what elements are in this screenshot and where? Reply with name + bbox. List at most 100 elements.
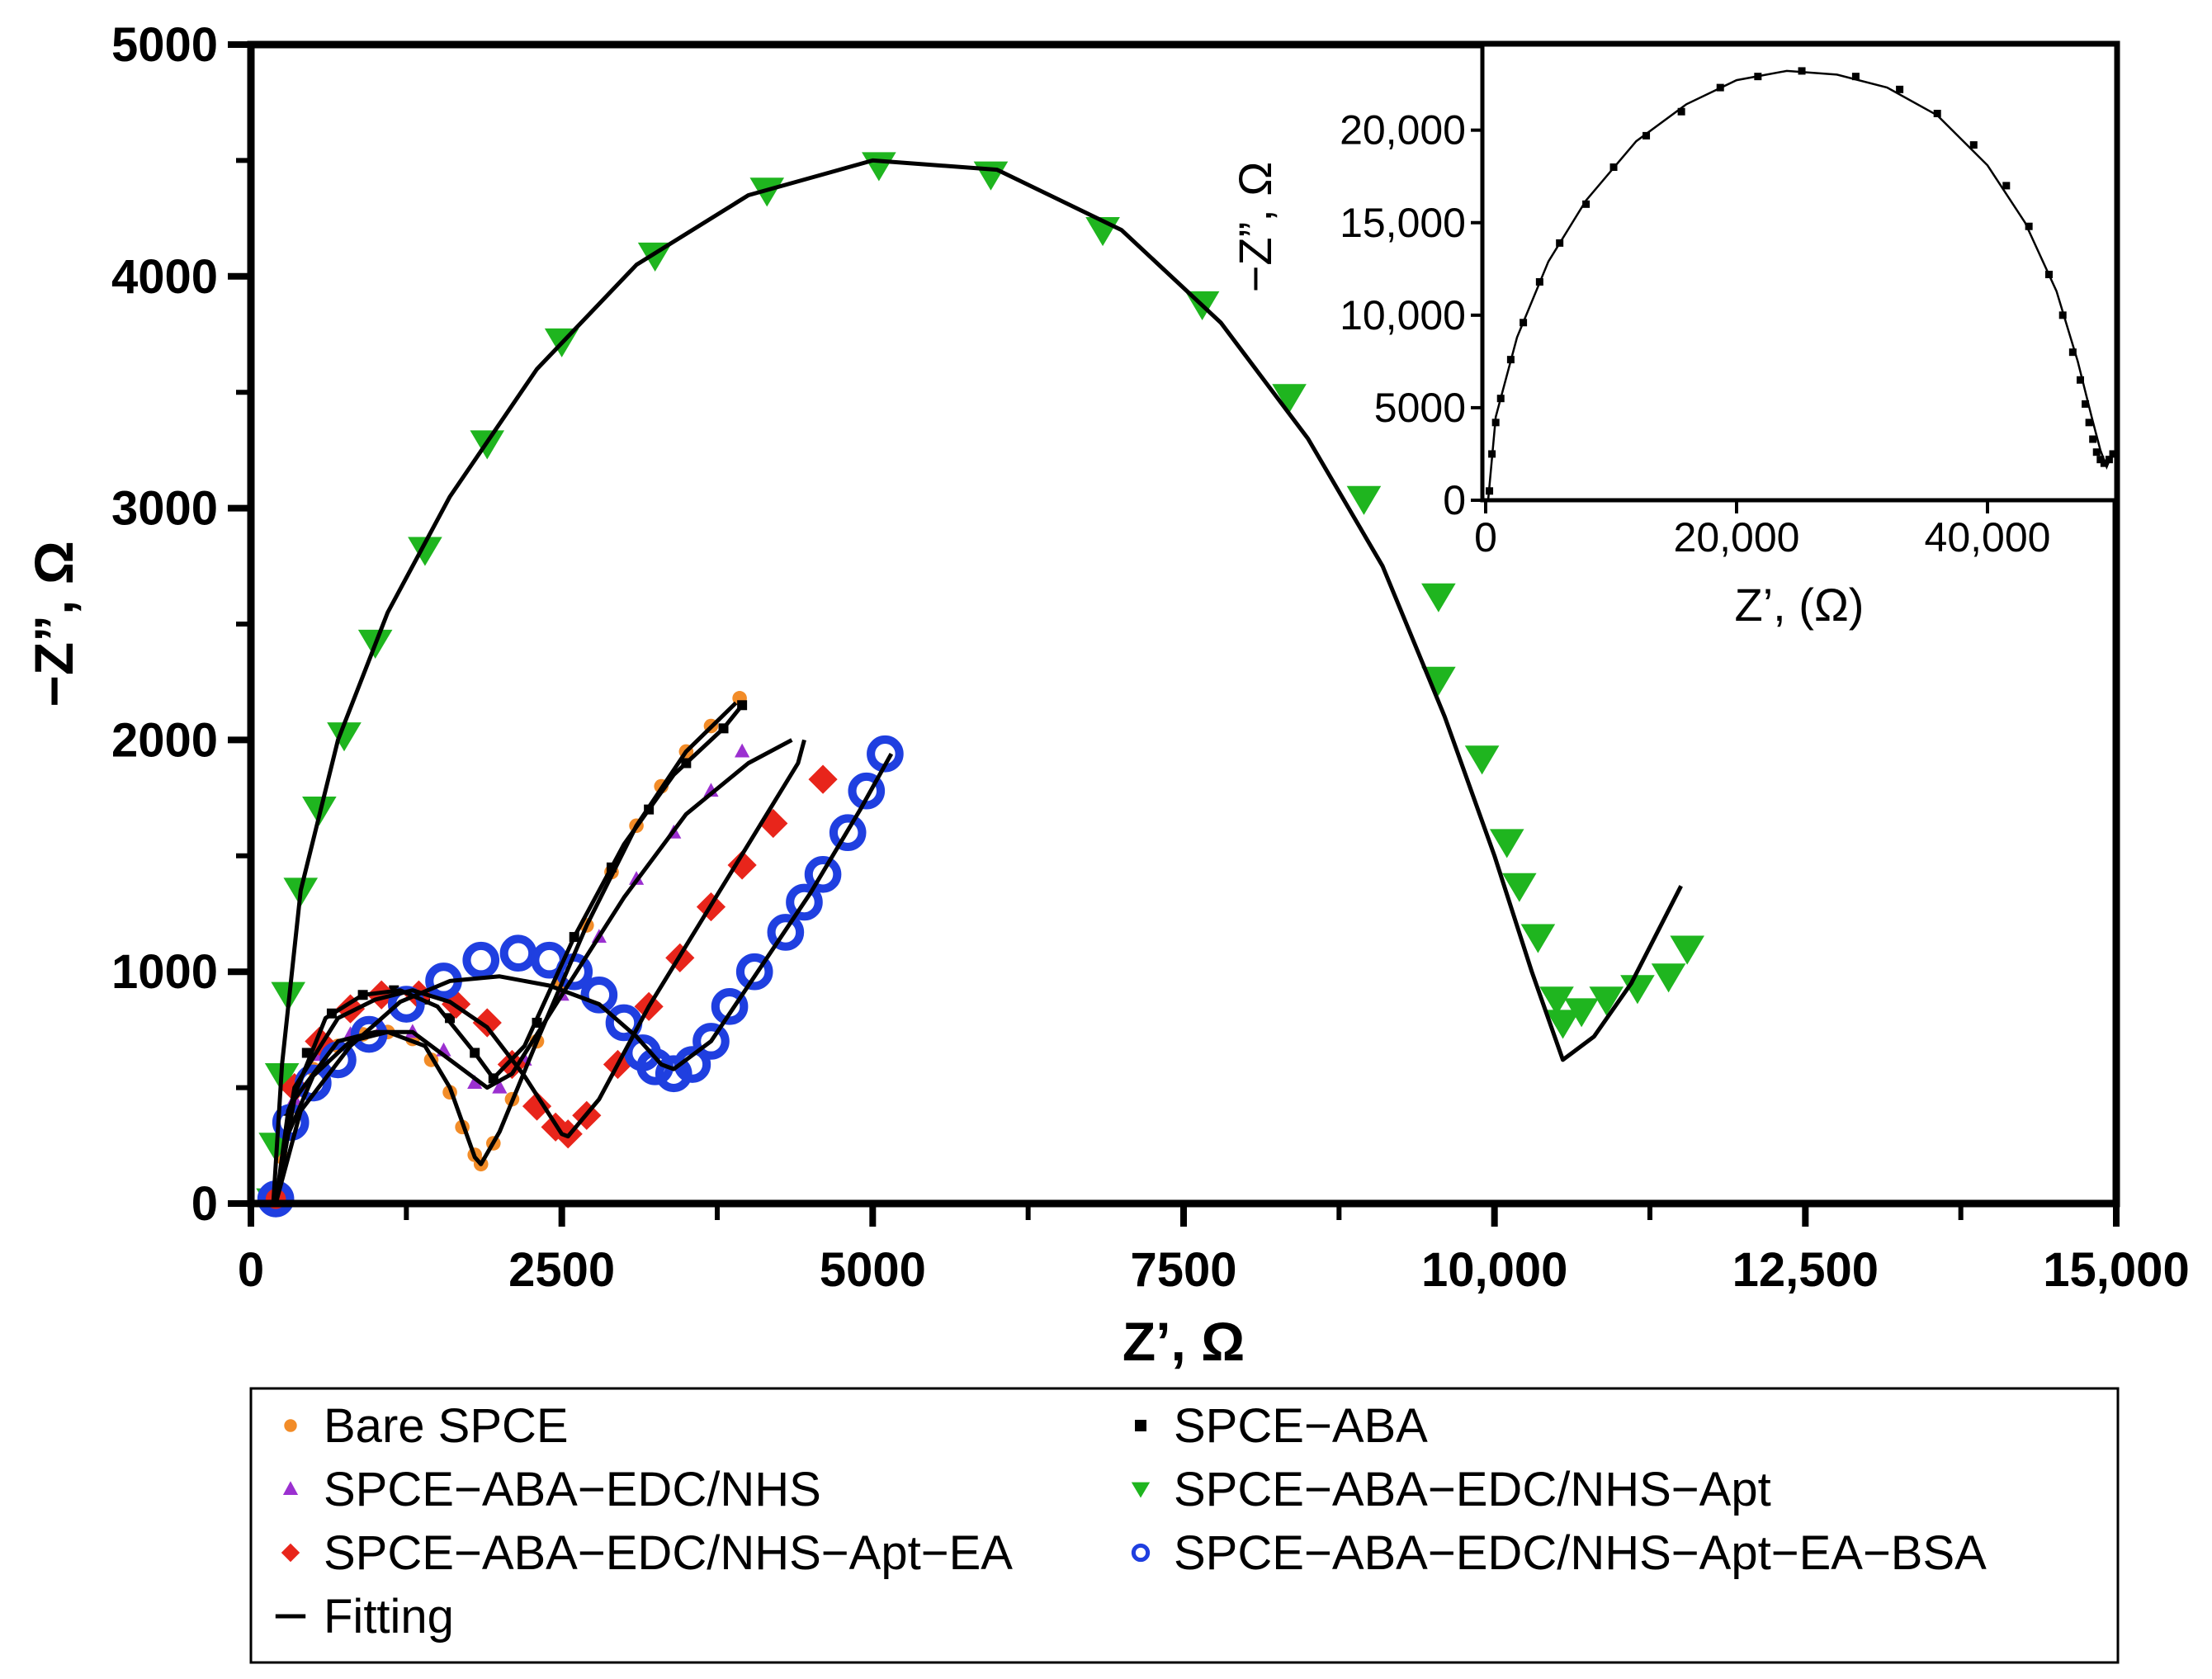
legend-item-spce-aba-edc-nhs-apt: SPCE−ABA−EDC/NHS−Apt (1131, 1463, 1771, 1516)
data-point (735, 953, 773, 991)
main-fit-lines (271, 158, 1683, 1204)
data-point (1272, 384, 1307, 414)
data-point (808, 764, 838, 794)
y-tick-label: 3000 (111, 482, 218, 536)
data-point (727, 850, 757, 880)
data-point (366, 980, 396, 1010)
inset-data-point (2089, 435, 2097, 443)
data-point (1421, 583, 1456, 612)
legend: Bare SPCE SPCE−ABA SPCE−ABA−EDC/NHS SPCE−AB… (249, 1387, 2120, 1664)
series-spce-aba-edc-nhs-apt-ea-bsa (257, 735, 904, 1218)
x-tick-label: 7500 (1130, 1243, 1236, 1297)
legend-marker (1131, 1482, 1151, 1498)
inset-data-point (2109, 450, 2117, 458)
data-point (467, 1075, 483, 1089)
inset-data-point (2025, 222, 2033, 230)
legend-entries: Bare SPCE SPCE−ABA SPCE−ABA−EDC/NHS SPCE−AB… (275, 1399, 1987, 1644)
data-point (1589, 986, 1624, 1016)
data-point (1651, 963, 1686, 993)
y-tick-label: 4000 (111, 250, 218, 304)
legend-label: SPCE−ABA−EDC/NHS−Apt−EA (324, 1526, 1013, 1580)
legend-label: SPCE−ABA−EDC/NHS (324, 1463, 821, 1516)
fit-line-spce-aba-edc-nhs (273, 738, 793, 1204)
inset-data-point (2068, 348, 2077, 357)
inset-y-tick-label: 5000 (1374, 385, 1466, 431)
inset-data-point (1642, 131, 1651, 140)
inset-data-point (1506, 356, 1515, 364)
inset-data-point (1486, 487, 1494, 495)
data-point (1421, 666, 1456, 696)
legend-item-spce-aba-edc-nhs-apt-ea-bsa: SPCE−ABA−EDC/NHS−Apt−EA−BSA (1131, 1526, 1987, 1580)
data-point (580, 976, 618, 1014)
data-point (492, 1079, 508, 1094)
legend-item-spce-aba-edc-nhs-apt-ea: SPCE−ABA−EDC/NHS−Apt−EA (281, 1526, 1013, 1580)
data-point (749, 177, 785, 207)
data-point (804, 855, 842, 893)
data-point (767, 914, 805, 951)
legend-marker (1135, 1420, 1146, 1431)
inset-data-point (1556, 239, 1564, 247)
fit-line-spce-aba (273, 703, 744, 1204)
data-point (848, 772, 886, 810)
main-x-axis-label: Z’, Ω (1123, 1311, 1245, 1372)
legend-item-spce-aba-edc-nhs: SPCE−ABA−EDC/NHS (282, 1463, 821, 1516)
data-point (462, 941, 500, 979)
data-point (1670, 935, 1704, 965)
inset-content (1486, 67, 2117, 501)
y-tick-label: 2000 (111, 713, 218, 767)
legend-marker (282, 1481, 299, 1495)
data-point (862, 152, 896, 182)
inset-data-point (2082, 400, 2090, 408)
x-tick-label: 0 (238, 1243, 264, 1297)
x-tick-label: 10,000 (1421, 1243, 1567, 1297)
data-point (522, 1091, 552, 1121)
inset-data-point (2096, 456, 2105, 464)
inset-data-point (2076, 376, 2084, 384)
data-point (1346, 485, 1382, 515)
data-point (472, 1008, 502, 1038)
inset-y-tick-label: 20,000 (1340, 107, 1466, 154)
fit-line-bare-spce (273, 701, 738, 1204)
inset-data-point (1582, 200, 1590, 208)
inset-data-point (1933, 109, 1941, 117)
inset-data-point (1677, 107, 1685, 116)
main-x-ticks: 0 2500 5000 7500 10,000 12,500 15,000 (238, 1204, 2190, 1297)
inset-data-point (1491, 419, 1500, 427)
data-point (735, 743, 750, 758)
legend-item-bare-spce: Bare SPCE (284, 1399, 569, 1453)
legend-label: SPCE−ABA−EDC/NHS−Apt (1174, 1463, 1771, 1516)
data-point (711, 987, 749, 1025)
inset-data-point (1851, 73, 1860, 81)
legend-label: Bare SPCE (324, 1399, 569, 1453)
data-point (499, 934, 537, 972)
inset-y-ticks: 0 5000 10,000 15,000 20,000 (1340, 107, 1482, 523)
x-tick-label: 12,500 (1732, 1243, 1879, 1297)
legend-marker (281, 1543, 300, 1563)
inset-data-point (2105, 456, 2113, 464)
inset-series-points (1486, 67, 2117, 495)
inset-fit-line (1486, 69, 2115, 501)
legend-label: SPCE−ABA−EDC/NHS−Apt−EA−BSA (1174, 1526, 1987, 1580)
inset-y-tick-label: 10,000 (1340, 292, 1466, 338)
inset-data-point (1798, 67, 1806, 75)
y-tick-label: 5000 (111, 18, 218, 72)
data-point (1564, 998, 1599, 1028)
inset-data-point (2044, 271, 2053, 279)
data-point (1620, 975, 1655, 1005)
data-point (829, 814, 867, 852)
inset-data-point (1496, 395, 1505, 403)
data-point (973, 161, 1009, 191)
inset-y-tick-label: 0 (1443, 477, 1466, 523)
x-tick-label: 2500 (508, 1243, 615, 1297)
fit-line-spce-aba-edc-nhs-apt (271, 158, 1683, 1204)
x-tick-label: 15,000 (2043, 1243, 2189, 1297)
main-y-ticks: 0 1000 2000 3000 4000 5000 (111, 18, 251, 1231)
fit-line-spce-aba-edc-nhs-apt-ea-bsa (273, 752, 894, 1204)
y-tick-label: 1000 (111, 945, 218, 999)
inset-data-point (2100, 459, 2108, 467)
main-chart: 0 2500 5000 7500 10,000 12,500 15,000 0 1000 200… (23, 18, 2190, 1372)
inset-data-point (1535, 277, 1543, 286)
data-point (497, 1049, 527, 1080)
y-tick-label: 0 (191, 1177, 218, 1231)
inset-chart: 0 20,000 40,000 0 5000 10,000 15,000 20,000 Z’… (1229, 42, 2119, 631)
